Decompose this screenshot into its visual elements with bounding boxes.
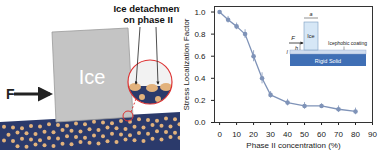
svg-text:0.4: 0.4 (194, 74, 206, 83)
svg-text:Ice: Ice (307, 33, 314, 39)
svg-text:on phase II: on phase II (123, 14, 173, 25)
svg-text:F: F (6, 86, 15, 102)
svg-text:50: 50 (300, 130, 309, 139)
svg-text:0.2: 0.2 (194, 96, 206, 105)
svg-text:80: 80 (351, 130, 360, 139)
svg-text:30: 30 (266, 130, 275, 139)
svg-text:Ice: Ice (79, 66, 106, 88)
svg-text:90: 90 (368, 130, 377, 139)
svg-text:Phase II concentration (%): Phase II concentration (%) (246, 141, 341, 150)
svg-text:1.0: 1.0 (194, 8, 206, 17)
svg-text:20: 20 (249, 130, 258, 139)
svg-text:Rigid Solid: Rigid Solid (315, 58, 341, 64)
svg-text:Stress Localization Factor: Stress Localization Factor (182, 18, 191, 110)
svg-text:60: 60 (317, 130, 326, 139)
svg-text:a: a (309, 11, 312, 17)
svg-text:l: l (286, 49, 288, 55)
svg-text:10: 10 (232, 130, 241, 139)
svg-text:40: 40 (283, 130, 292, 139)
svg-text:F: F (291, 35, 295, 41)
svg-text:0.0: 0.0 (194, 118, 206, 127)
svg-text:0.6: 0.6 (194, 52, 206, 61)
svg-text:Icephobic coating: Icephobic coating (328, 40, 367, 46)
svg-text:h: h (295, 45, 298, 51)
svg-text:0.8: 0.8 (194, 30, 206, 39)
svg-text:70: 70 (334, 130, 343, 139)
svg-text:Ice detachment: Ice detachment (113, 3, 180, 14)
svg-text:0: 0 (217, 130, 222, 139)
